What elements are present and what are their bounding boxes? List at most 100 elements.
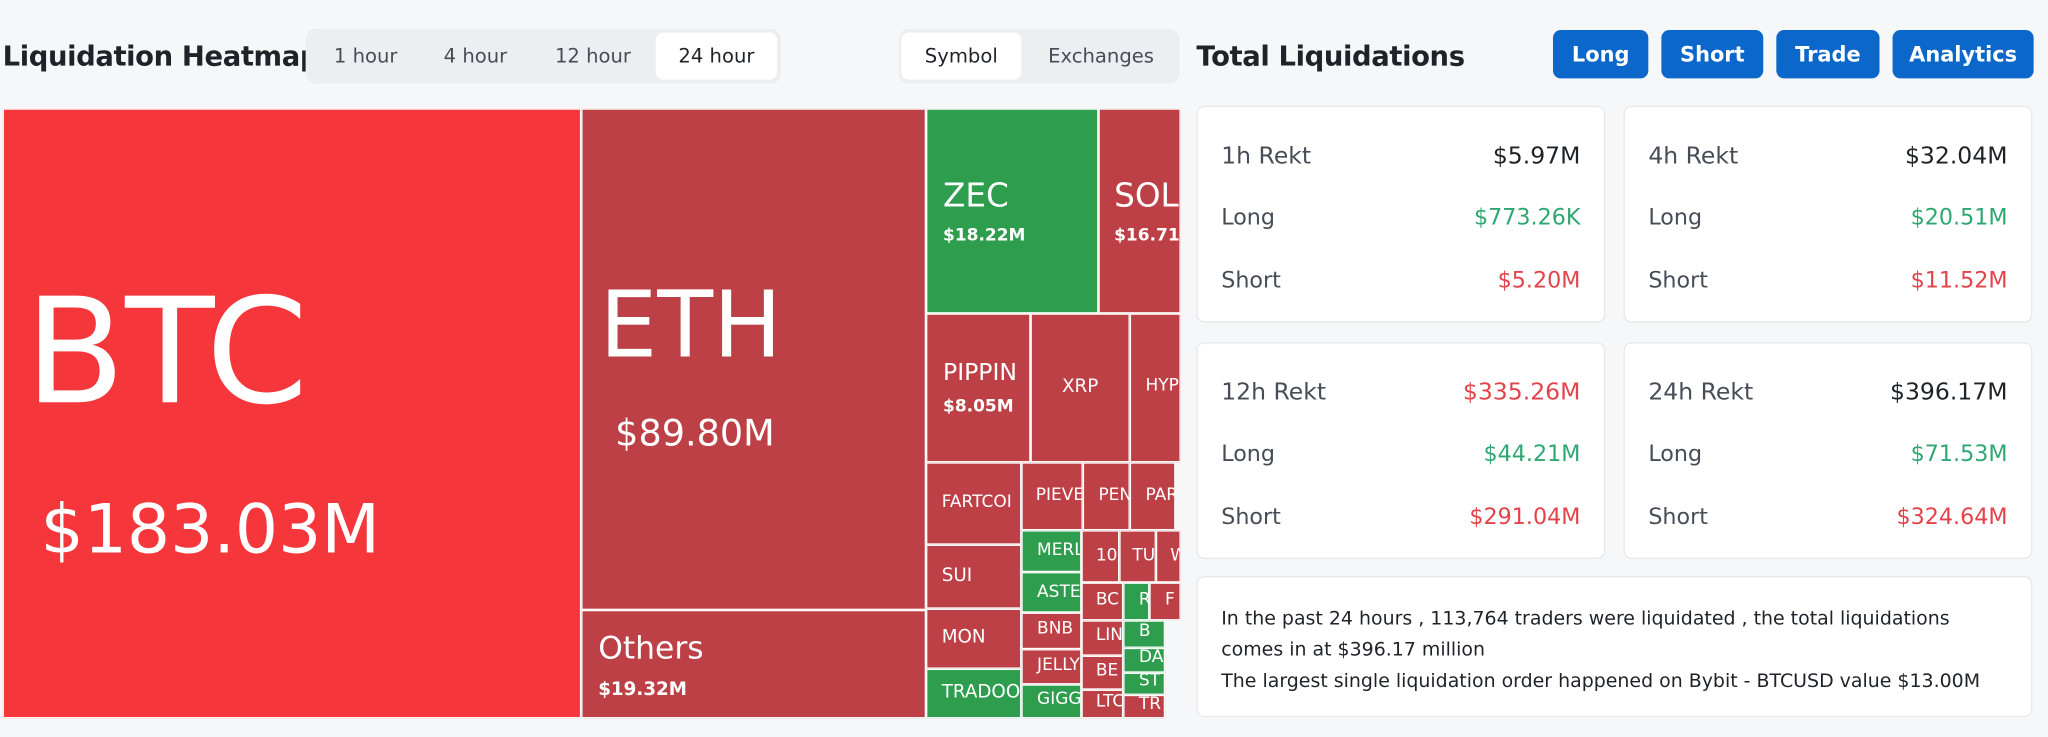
- treemap-tile[interactable]: MON: [926, 608, 1022, 669]
- treemap-tile[interactable]: TRADOOR: [926, 668, 1022, 719]
- card-header: 12h Rekt $335.26M: [1221, 379, 1580, 406]
- row-value: $71.53M: [1910, 441, 2008, 468]
- card-title: 12h Rekt: [1221, 378, 1327, 407]
- treemap-tile[interactable]: PAR: [1129, 462, 1176, 531]
- treemap-tile[interactable]: FARTCOI: [926, 462, 1022, 545]
- treemap-tile[interactable]: BNB: [1021, 612, 1082, 650]
- row-label: Long: [1221, 441, 1275, 468]
- tile-label: BC: [1095, 590, 1120, 610]
- row-value: $20.51M: [1910, 205, 2008, 232]
- tile-label: 10: [1095, 545, 1118, 566]
- card-row: Short $11.52M: [1648, 268, 2007, 294]
- tab[interactable]: 12 hour: [554, 44, 631, 68]
- tile-label: PIPPIN: [943, 359, 1018, 387]
- tab[interactable]: 24 hour: [655, 32, 778, 80]
- tile-label: SOL: [1114, 176, 1179, 215]
- treemap-tile[interactable]: ETH $89.80M: [581, 108, 927, 610]
- tab[interactable]: 1 hour: [333, 44, 398, 68]
- treemap-tile[interactable]: W: [1155, 530, 1181, 583]
- card-total: $335.26M: [1462, 378, 1581, 407]
- rekt-card: 4h Rekt $32.04M Long $20.51M Short $11.52M: [1623, 105, 2033, 323]
- treemap-tile[interactable]: TU: [1119, 530, 1156, 583]
- card-row: Long $44.21M: [1221, 441, 1580, 467]
- tab[interactable]: Exchanges: [1048, 44, 1155, 68]
- card-title: 1h Rekt: [1221, 142, 1312, 170]
- tile-label: SUI: [941, 565, 973, 587]
- button[interactable]: Analytics: [1892, 30, 2034, 79]
- tile-label: ZEC: [943, 176, 1009, 215]
- tile-value: $16.71M: [1114, 225, 1180, 246]
- tile-label: TR: [1138, 694, 1162, 715]
- treemap-tile[interactable]: MERL: [1021, 530, 1082, 573]
- treemap-tile[interactable]: ASTE: [1021, 572, 1082, 613]
- tile-label: GIGG: [1037, 689, 1082, 710]
- tile-value: $89.80M: [615, 411, 775, 455]
- button[interactable]: Trade: [1776, 30, 1880, 79]
- tile-label: F: [1165, 590, 1175, 610]
- tile-label: JELLY: [1037, 655, 1080, 676]
- tile-label: MERL: [1037, 540, 1082, 561]
- row-label: Short: [1221, 504, 1281, 531]
- tile-label: B: [1138, 621, 1151, 642]
- row-value: $44.21M: [1483, 441, 1581, 468]
- tile-value: $18.22M: [943, 225, 1026, 246]
- treemap-tile[interactable]: JELLY: [1021, 649, 1082, 685]
- tile-label: TRADOOR: [941, 681, 1021, 703]
- treemap-tile[interactable]: ZEC $18.22M: [926, 108, 1099, 314]
- card-total: $32.04M: [1904, 142, 2008, 170]
- tile-label: W: [1170, 547, 1179, 564]
- tile-value: $19.32M: [598, 679, 687, 701]
- treemap-tile[interactable]: HYP: [1129, 313, 1181, 463]
- treemap-tile[interactable]: SOL $16.71M: [1098, 108, 1181, 314]
- treemap-tile[interactable]: BE: [1081, 655, 1124, 690]
- tile-label: BE: [1095, 660, 1119, 681]
- treemap-tile[interactable]: SUI: [926, 544, 1022, 609]
- info-text: In the past 24 hours , 113,764 traders w…: [1221, 608, 1950, 661]
- treemap-tile[interactable]: LTC: [1081, 689, 1124, 719]
- treemap-tile[interactable]: 10: [1081, 530, 1120, 583]
- treemap-tile[interactable]: GIGG: [1021, 684, 1082, 719]
- treemap-tile[interactable]: Others $19.32M: [581, 609, 927, 719]
- treemap-tile[interactable]: LIN: [1081, 620, 1124, 656]
- treemap-tile[interactable]: BTC $183.03M: [2, 108, 582, 719]
- tile-label: DA: [1138, 647, 1164, 668]
- tile-label: ETH: [599, 271, 782, 379]
- treemap-tile[interactable]: ST: [1123, 672, 1166, 695]
- card-row: Long $773.26K: [1221, 205, 1580, 231]
- tile-label: XRP: [1062, 376, 1099, 398]
- tab[interactable]: 4 hour: [443, 44, 508, 68]
- tile-label: LTC: [1095, 692, 1124, 712]
- treemap-tile[interactable]: F: [1149, 582, 1181, 621]
- card-row: Short $324.64M: [1648, 504, 2007, 530]
- treemap-tile[interactable]: TR: [1123, 694, 1166, 719]
- card-total: $5.97M: [1492, 142, 1581, 170]
- row-label: Short: [1221, 267, 1281, 294]
- treemap-tile[interactable]: PEN: [1082, 462, 1130, 531]
- tile-value: $183.03M: [40, 491, 380, 570]
- tile-label: HYP: [1145, 376, 1179, 396]
- row-value: $11.52M: [1910, 267, 2008, 294]
- tab[interactable]: Symbol: [901, 32, 1022, 80]
- button[interactable]: Long: [1552, 30, 1649, 79]
- treemap-tile[interactable]: BC: [1081, 582, 1124, 621]
- treemap-tile[interactable]: B: [1123, 620, 1166, 648]
- tile-label: BNB: [1037, 619, 1074, 639]
- tile-label: LIN: [1095, 625, 1124, 646]
- card-header: 1h Rekt $5.97M: [1221, 142, 1580, 169]
- rekt-card: 1h Rekt $5.97M Long $773.26K Short $5.20M: [1196, 105, 1606, 323]
- treemap-tile[interactable]: PIPPIN $8.05M: [926, 313, 1031, 463]
- treemap-tile[interactable]: R: [1123, 582, 1150, 621]
- treemap-tile[interactable]: PIEVE: [1021, 462, 1083, 531]
- treemap-tile[interactable]: DA: [1123, 647, 1166, 673]
- card-row: Short $5.20M: [1221, 268, 1580, 294]
- card-title: 24h Rekt: [1648, 378, 1754, 407]
- tile-value: $8.05M: [943, 397, 1014, 417]
- card-row: Long $71.53M: [1648, 441, 2007, 467]
- heatmap-title: Liquidation Heatmap: [2, 40, 320, 72]
- treemap-tile[interactable]: XRP: [1030, 313, 1130, 463]
- row-value: $324.64M: [1896, 504, 2008, 531]
- view-tabs: Symbol Exchanges: [898, 28, 1180, 84]
- button[interactable]: Short: [1661, 30, 1764, 79]
